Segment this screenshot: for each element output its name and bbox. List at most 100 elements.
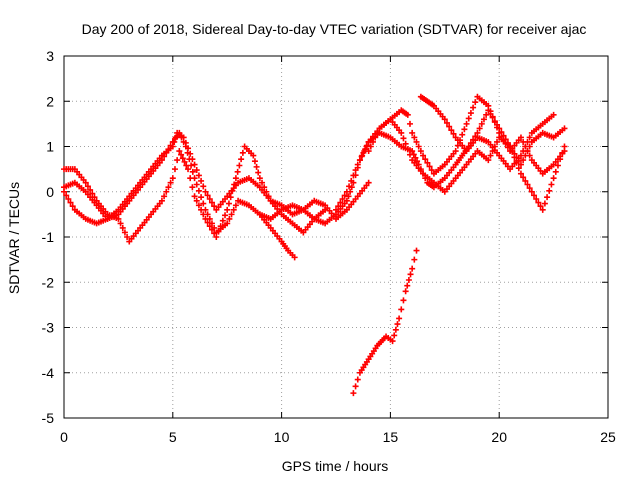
data-point <box>167 179 174 186</box>
series-track-6 <box>365 116 568 195</box>
series-track-3 <box>61 129 372 227</box>
y-tick-label: -2 <box>42 274 55 290</box>
data-point <box>522 143 529 150</box>
data-point <box>526 185 533 192</box>
data-point <box>517 152 524 159</box>
data-point <box>115 215 122 222</box>
data-point <box>189 168 196 175</box>
data-point <box>374 129 381 136</box>
data-point <box>181 158 188 165</box>
data-point <box>463 120 470 127</box>
data-point <box>507 143 514 150</box>
data-point <box>200 200 207 207</box>
data-point <box>183 162 190 169</box>
data-point <box>163 188 170 195</box>
data-point <box>535 199 542 206</box>
data-point <box>496 125 503 132</box>
data-point <box>211 230 218 237</box>
x-tick-label: 0 <box>60 429 68 445</box>
data-point <box>232 202 239 209</box>
data-point <box>407 271 414 278</box>
data-point <box>180 134 187 141</box>
data-point <box>428 167 435 174</box>
data-point <box>402 140 409 147</box>
series-track-7 <box>417 93 557 173</box>
data-point <box>561 125 568 132</box>
data-point <box>511 150 518 157</box>
x-tick-label: 15 <box>383 429 399 445</box>
data-point <box>172 134 179 141</box>
data-point <box>335 203 342 210</box>
data-point <box>91 194 98 201</box>
data-point <box>459 131 466 138</box>
data-point <box>169 143 176 150</box>
data-point <box>222 212 229 219</box>
data-point <box>341 192 348 199</box>
data-point <box>239 149 246 156</box>
data-point <box>356 157 363 164</box>
data-point <box>411 256 418 263</box>
data-point <box>198 194 205 201</box>
data-point <box>206 195 213 202</box>
data-point <box>489 114 496 121</box>
data-point <box>461 126 468 133</box>
data-point <box>405 276 412 283</box>
data-point <box>198 177 205 184</box>
data-point <box>406 151 413 158</box>
data-point <box>291 254 298 261</box>
data-point <box>228 211 235 218</box>
data-point <box>480 116 487 123</box>
data-point <box>472 99 479 106</box>
data-point <box>483 111 490 118</box>
data-point <box>415 143 422 150</box>
data-point <box>411 134 418 141</box>
data-point <box>226 215 233 222</box>
y-axis-label: SDTVAR / TECUs <box>6 182 22 294</box>
data-point <box>337 199 344 206</box>
data-point <box>409 148 416 155</box>
data-point <box>202 188 209 195</box>
data-point <box>195 172 202 179</box>
data-point <box>169 175 176 182</box>
data-point <box>533 195 540 202</box>
data-point <box>409 265 416 272</box>
data-point <box>491 118 498 125</box>
data-point <box>259 179 266 186</box>
data-point <box>176 148 183 155</box>
data-point <box>87 186 94 193</box>
data-point <box>500 132 507 139</box>
data-point <box>398 129 405 136</box>
data-point <box>548 181 555 188</box>
data-point <box>124 234 131 240</box>
data-point <box>394 321 401 328</box>
series-track-8 <box>350 247 420 397</box>
data-point <box>524 138 531 145</box>
data-point <box>520 157 527 164</box>
data-point <box>171 138 178 145</box>
data-point <box>365 179 372 186</box>
data-point <box>63 192 70 199</box>
tick-layer: 0 5 10 15 20 25 -5 -4 -3 -2 -1 0 1 2 3 <box>42 48 616 445</box>
data-point <box>517 170 524 177</box>
data-point <box>121 229 128 236</box>
data-point <box>417 148 424 155</box>
data-point <box>165 184 172 191</box>
data-point <box>195 202 202 209</box>
data-point <box>119 224 126 231</box>
data-point <box>219 217 226 224</box>
data-point <box>367 143 374 150</box>
data-point <box>161 193 168 200</box>
y-tick-label: -1 <box>42 229 55 245</box>
data-point <box>253 163 260 170</box>
data-point <box>89 190 96 197</box>
data-point <box>531 192 538 199</box>
data-point <box>211 203 218 210</box>
data-point <box>346 183 353 190</box>
data-point <box>193 197 200 204</box>
data-point <box>178 151 185 158</box>
y-tick-label: -4 <box>42 365 55 381</box>
data-point <box>82 179 89 186</box>
data-point <box>191 193 198 200</box>
data-point <box>200 211 207 218</box>
data-point <box>359 152 366 159</box>
